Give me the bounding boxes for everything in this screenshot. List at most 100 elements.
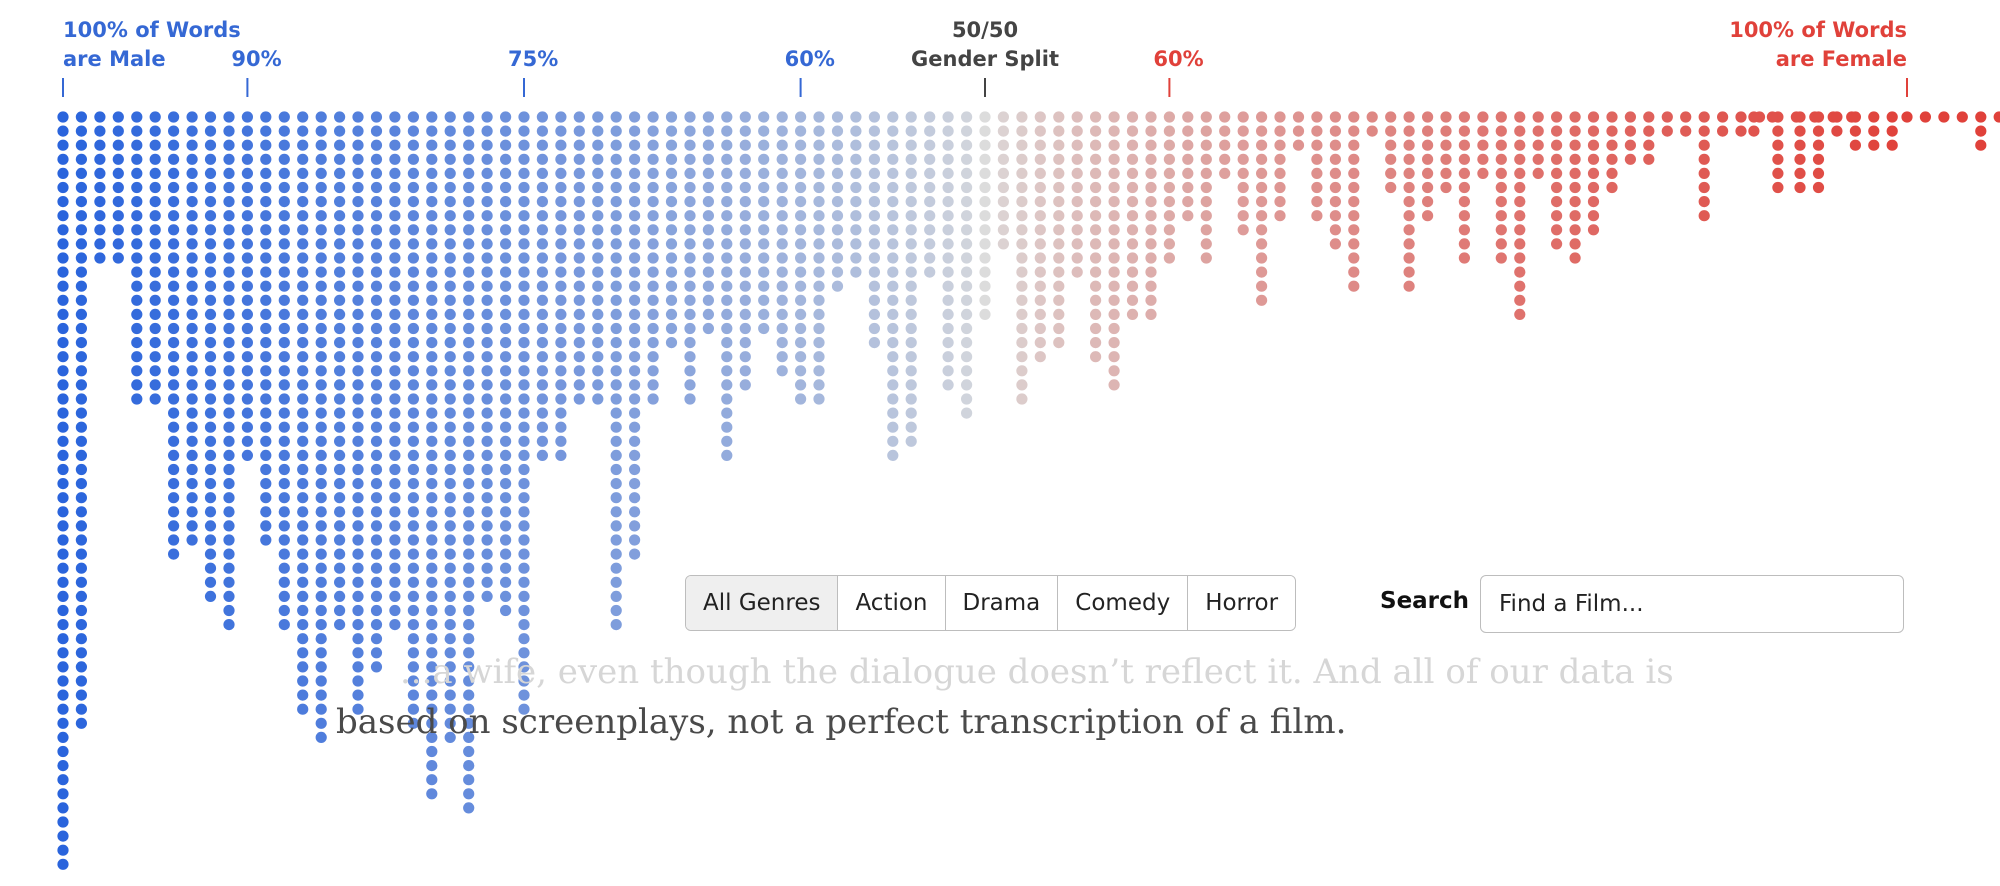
film-dot[interactable]: [813, 125, 825, 137]
film-dot[interactable]: [1108, 181, 1120, 194]
film-dot[interactable]: [278, 492, 290, 504]
film-dot[interactable]: [592, 167, 604, 179]
film-dot[interactable]: [850, 153, 862, 165]
film-dot[interactable]: [795, 280, 807, 292]
film-dot[interactable]: [1886, 111, 1898, 123]
film-dot[interactable]: [647, 167, 659, 179]
film-dot[interactable]: [481, 308, 493, 320]
film-dot[interactable]: [149, 210, 161, 222]
film-dot[interactable]: [389, 351, 401, 363]
film-dot[interactable]: [647, 294, 659, 306]
film-dot[interactable]: [721, 196, 733, 208]
film-dot[interactable]: [1440, 111, 1452, 123]
film-dot[interactable]: [795, 322, 807, 335]
film-dot[interactable]: [739, 153, 751, 165]
film-dot[interactable]: [389, 181, 401, 194]
film-dot[interactable]: [721, 266, 733, 278]
film-dot[interactable]: [241, 181, 253, 194]
film-dot[interactable]: [1126, 196, 1139, 208]
film-dot[interactable]: [758, 139, 770, 151]
film-dot[interactable]: [352, 294, 364, 306]
film-dot[interactable]: [555, 407, 567, 419]
film-dot[interactable]: [315, 167, 327, 179]
film-dot[interactable]: [795, 294, 807, 306]
film-dot[interactable]: [352, 238, 364, 250]
film-dot[interactable]: [131, 196, 143, 208]
film-dot[interactable]: [352, 365, 364, 377]
film-dot[interactable]: [536, 181, 549, 194]
film-dot[interactable]: [721, 139, 733, 151]
film-dot[interactable]: [1440, 167, 1452, 179]
film-dot[interactable]: [1071, 139, 1083, 151]
film-dot[interactable]: [407, 224, 419, 236]
film-dot[interactable]: [334, 167, 346, 179]
film-dot[interactable]: [665, 308, 678, 320]
film-dot[interactable]: [370, 111, 383, 123]
film-dot[interactable]: [315, 294, 327, 306]
film-dot[interactable]: [610, 619, 622, 631]
film-dot[interactable]: [1090, 111, 1102, 123]
film-dot[interactable]: [1256, 210, 1268, 222]
film-dot[interactable]: [481, 196, 493, 208]
film-dot[interactable]: [223, 548, 235, 560]
film-dot[interactable]: [297, 167, 309, 179]
film-dot[interactable]: [426, 224, 438, 236]
film-dot[interactable]: [942, 337, 954, 349]
film-dot[interactable]: [75, 534, 87, 546]
film-dot[interactable]: [647, 153, 659, 165]
film-dot[interactable]: [1034, 196, 1046, 208]
film-dot[interactable]: [426, 463, 438, 476]
film-dot[interactable]: [57, 689, 69, 701]
film-dot[interactable]: [1403, 111, 1415, 123]
film-dot[interactable]: [297, 125, 309, 137]
film-dot[interactable]: [905, 322, 917, 335]
film-dot[interactable]: [500, 365, 512, 377]
film-dot[interactable]: [334, 435, 346, 447]
film-dot[interactable]: [204, 224, 217, 236]
film-dot[interactable]: [1440, 139, 1452, 151]
film-dot[interactable]: [1514, 196, 1526, 208]
film-dot[interactable]: [961, 351, 973, 363]
film-dot[interactable]: [1034, 337, 1046, 349]
film-dot[interactable]: [352, 675, 364, 687]
film-dot[interactable]: [1016, 181, 1028, 194]
film-dot[interactable]: [204, 478, 217, 490]
film-dot[interactable]: [887, 125, 899, 137]
film-dot[interactable]: [426, 689, 438, 701]
film-dot[interactable]: [168, 280, 180, 292]
film-dot[interactable]: [241, 224, 253, 236]
film-dot[interactable]: [979, 308, 991, 320]
film-dot[interactable]: [75, 111, 87, 123]
film-dot[interactable]: [1219, 111, 1231, 123]
film-dot[interactable]: [1237, 153, 1249, 165]
film-dot[interactable]: [407, 337, 419, 349]
film-dot[interactable]: [831, 125, 844, 137]
film-dot[interactable]: [1016, 308, 1028, 320]
film-dot[interactable]: [518, 308, 530, 320]
film-dot[interactable]: [1735, 111, 1747, 123]
film-dot[interactable]: [942, 153, 954, 165]
film-dot[interactable]: [629, 351, 641, 363]
film-dot[interactable]: [260, 435, 272, 447]
film-dot[interactable]: [1403, 210, 1415, 222]
film-dot[interactable]: [1495, 153, 1507, 165]
film-dot[interactable]: [684, 125, 696, 137]
film-dot[interactable]: [1458, 125, 1470, 137]
film-dot[interactable]: [629, 167, 641, 179]
film-dot[interactable]: [75, 139, 87, 151]
film-dot[interactable]: [278, 322, 290, 335]
film-dot[interactable]: [112, 210, 124, 222]
film-dot[interactable]: [241, 407, 253, 419]
film-dot[interactable]: [463, 788, 475, 800]
film-dot[interactable]: [278, 365, 290, 377]
film-dot[interactable]: [1163, 181, 1175, 194]
film-dot[interactable]: [739, 139, 751, 151]
film-dot[interactable]: [426, 266, 438, 278]
film-dot[interactable]: [75, 463, 87, 476]
film-dot[interactable]: [168, 167, 180, 179]
film-dot[interactable]: [1868, 139, 1880, 151]
film-dot[interactable]: [75, 196, 87, 208]
film-dot[interactable]: [518, 111, 530, 123]
film-dot[interactable]: [1329, 111, 1341, 123]
film-dot[interactable]: [555, 379, 567, 391]
